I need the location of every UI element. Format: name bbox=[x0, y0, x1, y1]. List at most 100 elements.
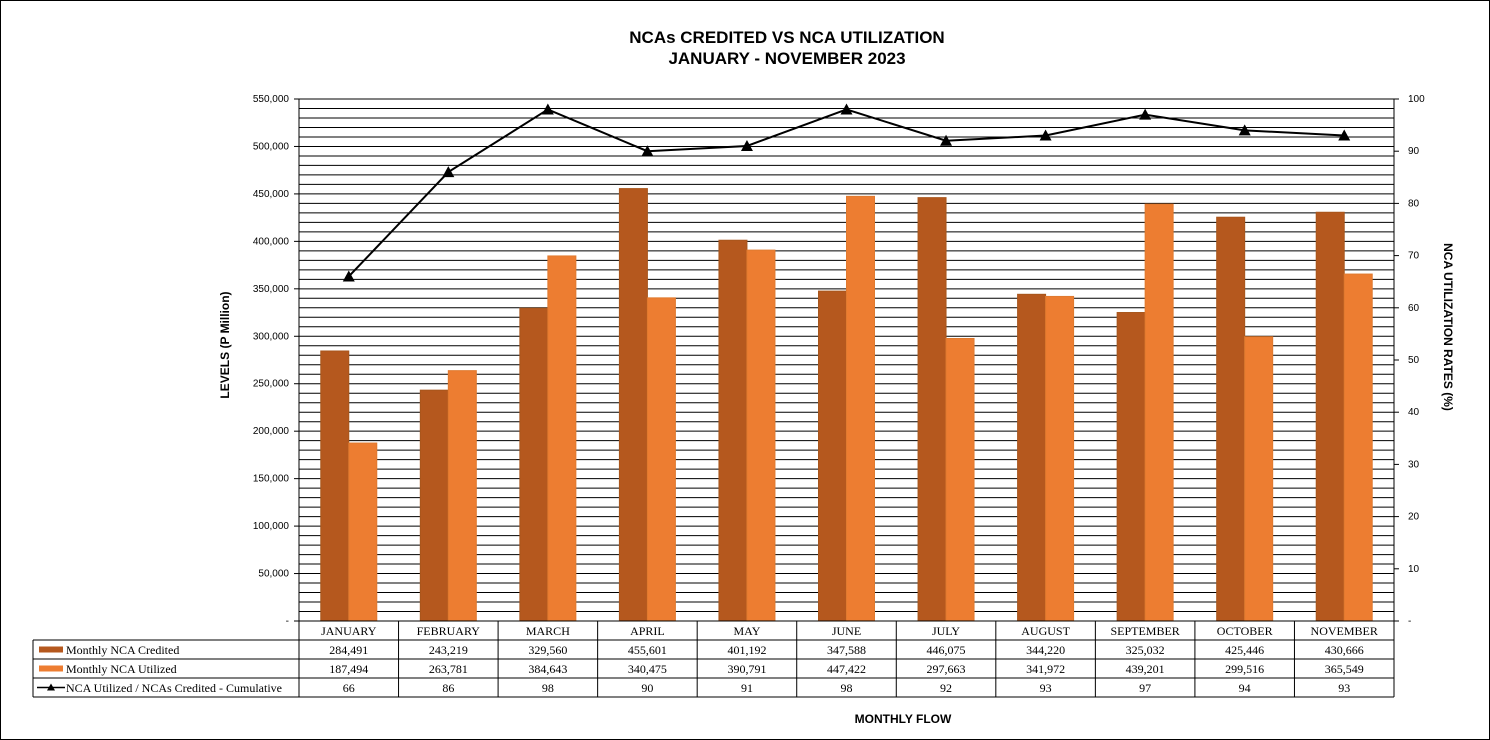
x-tick-label: FEBRUARY bbox=[417, 624, 481, 638]
bar-credited bbox=[917, 197, 947, 622]
bar-credited bbox=[718, 239, 748, 622]
data-label: 390,791 bbox=[727, 662, 766, 676]
y2-tick-label: 10 bbox=[1408, 564, 1420, 575]
legend-swatch bbox=[39, 665, 63, 672]
data-label: 243,219 bbox=[429, 643, 468, 657]
data-label: 86 bbox=[442, 681, 454, 695]
data-label: 425,446 bbox=[1225, 643, 1264, 657]
data-table: JANUARY FEBRUARY MARCH APRIL MAY JUNE JULY AUGU… bbox=[32, 620, 1395, 698]
data-label: 297,663 bbox=[927, 662, 966, 676]
bar-utilized bbox=[945, 337, 975, 622]
data-label: 430,666 bbox=[1325, 643, 1364, 657]
utilization-marker bbox=[740, 139, 753, 151]
data-label: 455,601 bbox=[628, 643, 667, 657]
utilization-marker bbox=[1338, 129, 1351, 141]
y2-tick-label: 100 bbox=[1408, 94, 1425, 105]
bar-utilized bbox=[1244, 336, 1274, 622]
bar-utilized bbox=[1045, 295, 1075, 622]
data-label: 93 bbox=[1338, 681, 1350, 695]
x-tick-label: MAY bbox=[734, 624, 761, 638]
bar-credited bbox=[419, 389, 449, 622]
bar-credited bbox=[320, 350, 350, 622]
data-label: 299,516 bbox=[1225, 662, 1264, 676]
y-tick-label: 350,000 bbox=[253, 284, 290, 295]
y2-tick-label: 80 bbox=[1408, 198, 1420, 209]
data-label: 284,491 bbox=[329, 643, 368, 657]
utilization-marker bbox=[641, 145, 654, 157]
data-label: 340,475 bbox=[628, 662, 667, 676]
legend-marker bbox=[47, 683, 55, 691]
utilization-marker bbox=[840, 103, 853, 115]
y-tick-label: 500,000 bbox=[253, 141, 290, 152]
data-label: 384,643 bbox=[528, 662, 567, 676]
data-label: 98 bbox=[841, 681, 853, 695]
bar-credited bbox=[1116, 312, 1146, 622]
data-label: 401,192 bbox=[727, 643, 766, 657]
y2-tick-label: 90 bbox=[1408, 146, 1420, 157]
y-tick-label: 200,000 bbox=[253, 426, 290, 437]
data-label: 90 bbox=[641, 681, 653, 695]
data-label: 439,201 bbox=[1126, 662, 1165, 676]
data-label: 98 bbox=[542, 681, 554, 695]
data-label: 94 bbox=[1239, 681, 1251, 695]
legend-label: NCA Utilized / NCAs Credited - Cumulativ… bbox=[66, 681, 282, 695]
utilization-marker bbox=[442, 166, 455, 178]
bar-credited bbox=[818, 290, 847, 622]
data-label: 344,220 bbox=[1026, 643, 1065, 657]
bar-credited bbox=[618, 188, 648, 622]
y-tick-label: 300,000 bbox=[253, 331, 290, 342]
legend-swatch bbox=[39, 646, 63, 653]
data-label: 66 bbox=[343, 681, 355, 695]
chart-subtitle: JANUARY - NOVEMBER 2023 bbox=[668, 49, 905, 68]
utilization-marker bbox=[541, 103, 554, 115]
data-label: 329,560 bbox=[528, 643, 567, 657]
bar-credited bbox=[1216, 216, 1246, 622]
x-tick-label: OCTOBER bbox=[1217, 624, 1273, 638]
data-label: 446,075 bbox=[927, 643, 966, 657]
data-label: 93 bbox=[1040, 681, 1052, 695]
data-label: 91 bbox=[741, 681, 753, 695]
bar-utilized bbox=[746, 249, 776, 622]
y-tick-label: 150,000 bbox=[253, 474, 290, 485]
data-label: 97 bbox=[1139, 681, 1151, 695]
bar-credited bbox=[519, 307, 549, 622]
x-tick-label: MARCH bbox=[526, 624, 570, 638]
bar-utilized bbox=[1343, 273, 1373, 622]
data-label: 341,972 bbox=[1026, 662, 1065, 676]
y-axis-label: LEVELS (P Million) bbox=[218, 291, 232, 398]
data-label: 263,781 bbox=[429, 662, 468, 676]
data-label: 365,549 bbox=[1325, 662, 1364, 676]
bar-utilized bbox=[447, 370, 477, 622]
x-tick-label: APRIL bbox=[630, 624, 665, 638]
bar-credited bbox=[1017, 293, 1047, 622]
x-tick-label: JUNE bbox=[832, 624, 861, 638]
bar-utilized bbox=[1144, 203, 1174, 622]
bar-utilized bbox=[348, 442, 378, 622]
y2-tick-label: 70 bbox=[1408, 251, 1420, 262]
utilization-marker bbox=[940, 134, 953, 146]
y-tick-label: - bbox=[286, 616, 289, 627]
utilization-marker bbox=[1238, 124, 1251, 136]
bar-utilized bbox=[846, 195, 875, 622]
x-tick-label: SEPTEMBER bbox=[1110, 624, 1179, 638]
bars bbox=[320, 188, 1373, 622]
bar-utilized bbox=[547, 255, 577, 622]
utilization-line bbox=[342, 103, 1351, 282]
legend-label: Monthly NCA Credited bbox=[66, 643, 179, 657]
y-tick-label: 400,000 bbox=[253, 236, 290, 247]
y2-tick-label: - bbox=[1408, 616, 1411, 627]
y2-tick-label: 20 bbox=[1408, 512, 1420, 523]
data-label: 325,032 bbox=[1126, 643, 1165, 657]
data-label: 92 bbox=[940, 681, 952, 695]
y2-tick-label: 40 bbox=[1408, 407, 1420, 418]
x-tick-label: JULY bbox=[932, 624, 960, 638]
y2-tick-label: 30 bbox=[1408, 459, 1420, 470]
bar-utilized bbox=[646, 297, 676, 622]
y-tick-label: 450,000 bbox=[253, 189, 290, 200]
legend-label: Monthly NCA Utilized bbox=[66, 662, 177, 676]
chart-title: NCAs CREDITED VS NCA UTILIZATION bbox=[629, 28, 944, 47]
y-tick-label: 50,000 bbox=[258, 569, 289, 580]
y2-axis-label: NCA UTILIZATION RATES (%) bbox=[1441, 243, 1455, 411]
utilization-marker bbox=[1139, 108, 1152, 120]
axes: - 50,000 100,000 150,000 200,000 250,000 300,0… bbox=[253, 94, 1425, 627]
